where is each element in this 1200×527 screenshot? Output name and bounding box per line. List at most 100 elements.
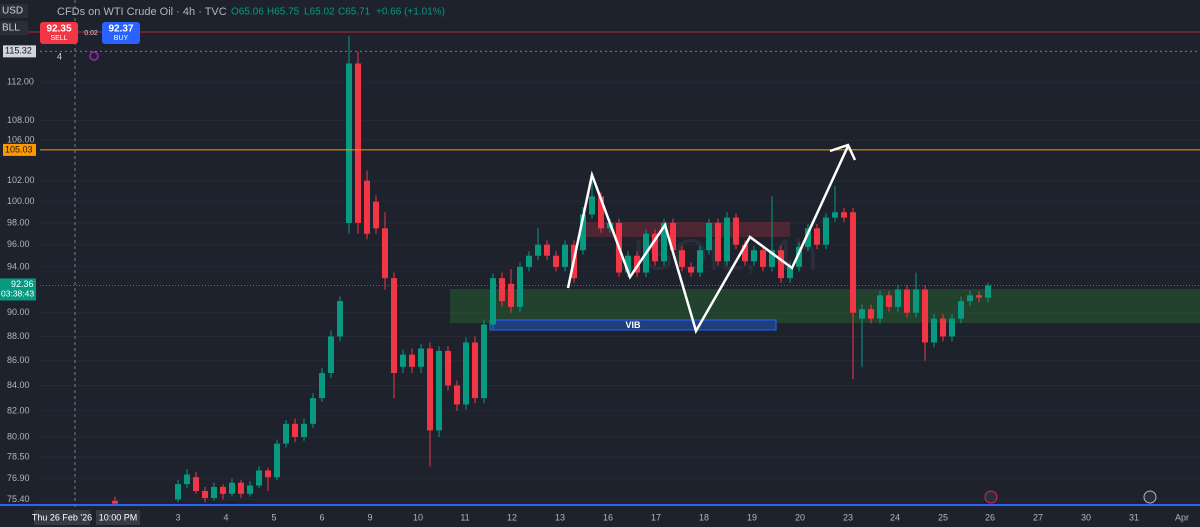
candle-body [598,196,604,229]
candle-body [679,250,685,267]
x-tick-label: 19 [747,512,757,522]
buy-button[interactable] [102,22,140,44]
candle-body [895,289,901,307]
candle-body [814,228,820,245]
vib-label: VIB [625,320,641,330]
candle-body [697,250,703,273]
x-tick-label: 4 [223,512,228,522]
candle-body [769,250,775,267]
x-tick-label: 6 [319,512,324,522]
sell-button[interactable] [40,22,78,44]
x-tick-label: 20 [795,512,805,522]
y-tick-label: 82.00 [7,405,30,415]
candle-body [436,350,442,431]
sell-price: 92.35 [46,24,71,35]
sell-label: SELL [50,35,67,42]
ohlc-close: C65.71 [338,7,371,18]
event-icon[interactable] [984,490,998,504]
candle-body [580,214,586,251]
y-tick-label: 86.00 [7,355,30,365]
symbol-box-text: BLL [2,23,20,34]
candle-body [967,295,973,302]
candle-body [184,474,190,485]
candle-body [940,318,946,337]
candle-body [859,309,865,319]
price-label-box [3,45,36,58]
candle-body [328,336,334,374]
candle-body [445,350,451,386]
candle-body [472,342,478,399]
y-tick-label: 90.00 [7,307,30,317]
x-tick-label: 11 [460,512,469,522]
last-price: 92.36 [11,279,34,289]
candle-body [823,217,829,245]
candle-body [265,470,271,478]
x-tick-label: 27 [1033,512,1043,522]
candle-body [589,196,595,215]
demand-zone [450,289,1200,323]
candle-body [400,354,406,367]
price-labels: 75.40 76.90 78.50 80.00 82.00 84.00 86.00 88.00… [0,45,1200,504]
price-label: 115.32 [5,46,32,56]
price-label: 105.03 [5,144,33,154]
x-tick-label: 10:00 PM [99,512,138,522]
candle-body [724,217,730,262]
candle-body [193,477,199,492]
last-price-box [0,278,36,301]
candle-body [346,63,352,223]
indicator-count: 4 [57,51,62,61]
candle-body [670,222,676,251]
y-tick-label: 102.00 [7,175,35,185]
candle-body [481,324,487,399]
x-tick-label: 10 [413,512,423,522]
candle-body [652,233,658,262]
x-tick-label: 16 [603,512,613,522]
symbol-box[interactable] [0,21,28,35]
chart-title: CFDs on WTI Crude Oil · 4h · TVC [57,6,227,18]
y-tick-label: 112.00 [7,77,34,87]
ohlc-open: O65.06 [231,7,264,18]
x-tick-label: 25 [938,512,948,522]
ohlc-low: L65.02 [304,7,335,18]
ohlc-high: H65.75 [267,7,300,18]
candle-body [202,491,208,498]
candle-body [706,222,712,251]
candle-body [373,201,379,229]
crosshair-label-box [34,510,90,525]
candle-body [625,255,631,273]
candle-body [175,484,181,500]
candle-body [229,482,235,494]
candle-body [760,250,766,267]
candle-body [751,250,757,262]
symbol-box[interactable] [0,4,28,18]
x-tick-label: 31 [1129,512,1139,522]
candle-body [220,486,226,494]
grid [40,81,1200,500]
candle-body [211,486,217,498]
candle-body [985,285,991,298]
x-tick-label: 13 [555,512,565,522]
candle-body [553,255,559,267]
ohlc-change: +0.66 (+1.01%) [376,7,445,18]
candle-body [715,222,721,262]
time-axis [0,507,1200,527]
indicator-icon[interactable] [89,51,99,61]
x-tick-label: Thu 26 Feb '26 [32,512,92,522]
symbol-box-text: USD [2,6,23,17]
candle-body [733,217,739,245]
candle-body [427,348,433,431]
candle-body [931,318,937,343]
x-tick-label: 24 [890,512,900,522]
candle-body [418,348,424,367]
event-icon[interactable] [1143,490,1157,504]
candles [112,36,991,505]
y-tick-label: 78.50 [7,451,30,461]
candle-body [391,278,397,374]
candle-body [661,222,667,262]
candle-body [913,289,919,313]
projection-path [566,145,850,335]
candle-body [886,295,892,307]
candle-body [463,342,469,405]
projection-arrowhead [829,143,857,161]
candle-body [238,482,244,494]
